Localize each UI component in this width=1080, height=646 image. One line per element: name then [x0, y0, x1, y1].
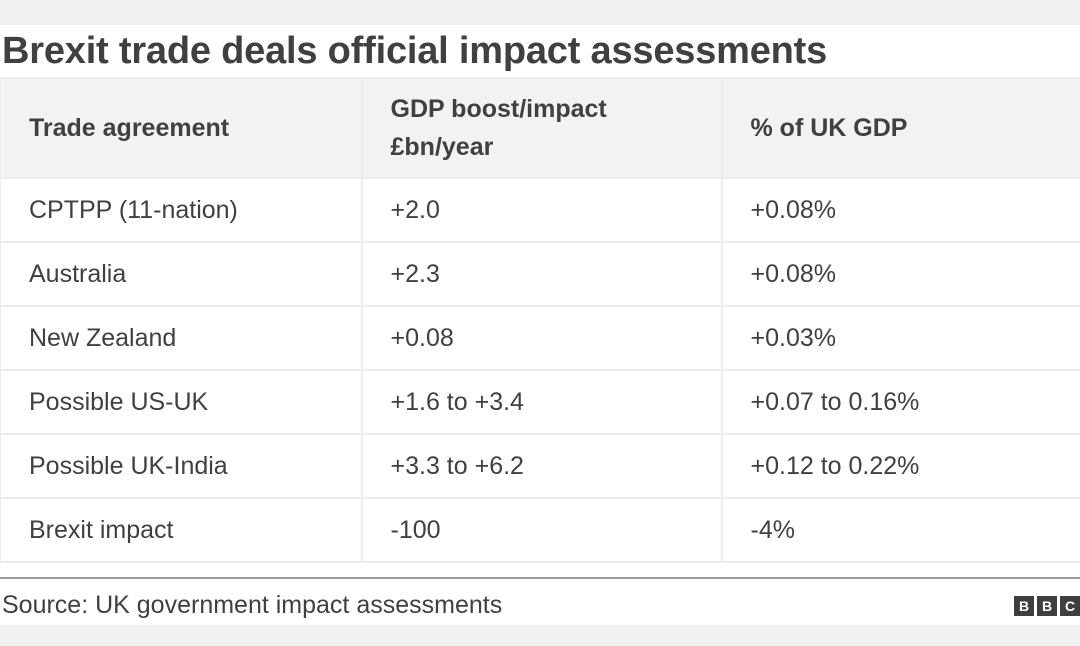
cell-gdp-impact: +2.0 — [360, 177, 723, 243]
bbc-logo-letter: B — [1014, 596, 1034, 616]
cell-percent-gdp: -4% — [720, 497, 1080, 563]
impact-table: Trade agreement GDP boost/impact £bn/year… — [0, 77, 1080, 563]
cell-percent-gdp: +0.12 to 0.22% — [720, 433, 1080, 499]
bbc-logo-letter: C — [1060, 596, 1080, 616]
chart-title: Brexit trade deals official impact asses… — [2, 30, 828, 72]
table-row: Brexit impact -100 -4% — [0, 497, 1080, 563]
cell-gdp-impact: +2.3 — [360, 241, 723, 307]
column-header-percent-gdp: % of UK GDP — [720, 77, 1080, 179]
source-note: Source: UK government impact assessments — [2, 591, 503, 619]
cell-gdp-impact: +3.3 to +6.2 — [360, 433, 723, 499]
table-row: Possible US-UK +1.6 to +3.4 +0.07 to 0.16% — [0, 369, 1080, 435]
table-header-row: Trade agreement GDP boost/impact £bn/year… — [0, 77, 1080, 179]
cell-gdp-impact: +0.08 — [360, 305, 723, 371]
bbc-logo-letter: B — [1037, 596, 1057, 616]
cell-gdp-impact: -100 — [360, 497, 723, 563]
cell-trade-agreement: Brexit impact — [0, 497, 363, 563]
cell-trade-agreement: Australia — [0, 241, 363, 307]
cell-percent-gdp: +0.03% — [720, 305, 1080, 371]
cell-trade-agreement: New Zealand — [0, 305, 363, 371]
column-header-gdp-impact-label: GDP boost/impact £bn/year — [390, 95, 607, 161]
cell-trade-agreement: CPTPP (11-nation) — [0, 177, 363, 243]
table-row: Australia +2.3 +0.08% — [0, 241, 1080, 307]
table-body: CPTPP (11-nation) +2.0 +0.08% Australia +2.3… — [0, 177, 1080, 563]
table-row: Possible UK-India +3.3 to +6.2 +0.12 to 0.… — [0, 433, 1080, 499]
footer-divider — [0, 577, 1080, 579]
cell-trade-agreement: Possible US-UK — [0, 369, 363, 435]
cell-percent-gdp: +0.08% — [720, 241, 1080, 307]
table-row: CPTPP (11-nation) +2.0 +0.08% — [0, 177, 1080, 243]
cell-gdp-impact: +1.6 to +3.4 — [360, 369, 723, 435]
cell-percent-gdp: +0.08% — [720, 177, 1080, 243]
cell-percent-gdp: +0.07 to 0.16% — [720, 369, 1080, 435]
column-header-trade-agreement: Trade agreement — [0, 77, 363, 179]
bbc-logo: B B C — [1014, 596, 1080, 616]
cell-trade-agreement: Possible UK-India — [0, 433, 363, 499]
column-header-gdp-impact: GDP boost/impact £bn/year — [360, 77, 723, 179]
table-row: New Zealand +0.08 +0.03% — [0, 305, 1080, 371]
